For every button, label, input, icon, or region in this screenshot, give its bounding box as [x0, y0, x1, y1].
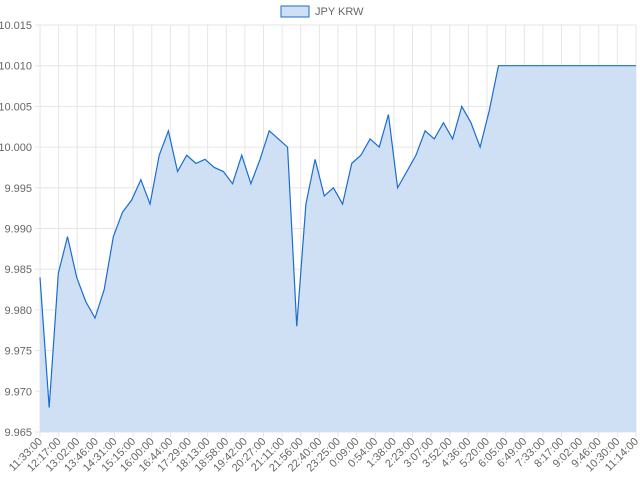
- data-point[interactable]: [203, 157, 207, 161]
- data-point[interactable]: [506, 64, 510, 68]
- data-point[interactable]: [487, 108, 491, 112]
- data-point[interactable]: [176, 170, 180, 174]
- data-point[interactable]: [551, 64, 555, 68]
- data-point[interactable]: [515, 64, 519, 68]
- data-point[interactable]: [597, 64, 601, 68]
- data-point[interactable]: [414, 153, 418, 157]
- data-point[interactable]: [93, 316, 97, 320]
- y-tick-label: 10.005: [0, 101, 32, 113]
- data-point[interactable]: [469, 121, 473, 125]
- y-tick-label: 9.980: [4, 305, 32, 317]
- data-point[interactable]: [47, 406, 51, 410]
- data-point[interactable]: [313, 157, 317, 161]
- y-tick-label: 10.010: [0, 61, 32, 73]
- data-point[interactable]: [561, 64, 565, 68]
- data-point[interactable]: [267, 129, 271, 133]
- data-point[interactable]: [157, 153, 161, 157]
- data-point[interactable]: [221, 170, 225, 174]
- data-point[interactable]: [102, 288, 106, 292]
- data-point[interactable]: [542, 64, 546, 68]
- data-point[interactable]: [56, 271, 60, 275]
- data-point[interactable]: [231, 182, 235, 186]
- data-point[interactable]: [405, 170, 409, 174]
- data-point[interactable]: [570, 64, 574, 68]
- data-point[interactable]: [432, 137, 436, 141]
- legend-swatch: [280, 5, 310, 18]
- data-point[interactable]: [121, 210, 125, 214]
- data-point[interactable]: [304, 202, 308, 206]
- y-axis: 9.965 9.970 9.975 9.980 9.985 9.990 9.995 10.00…: [0, 20, 32, 439]
- x-axis: 11:33:0012:17:0013:02:0013:46:0014:31:00…: [7, 436, 640, 475]
- data-point[interactable]: [478, 145, 482, 149]
- data-point[interactable]: [185, 153, 189, 157]
- data-point[interactable]: [350, 161, 354, 165]
- data-point[interactable]: [240, 153, 244, 157]
- data-point[interactable]: [194, 161, 198, 165]
- data-point[interactable]: [377, 145, 381, 149]
- y-tick-label: 10.000: [0, 142, 32, 154]
- data-point[interactable]: [249, 182, 253, 186]
- data-point[interactable]: [84, 300, 88, 304]
- data-point[interactable]: [322, 194, 326, 198]
- y-tick-label: 9.985: [4, 264, 32, 276]
- data-point[interactable]: [533, 64, 537, 68]
- data-point[interactable]: [616, 64, 620, 68]
- y-tick-label: 9.990: [4, 224, 32, 236]
- data-point[interactable]: [359, 153, 363, 157]
- data-point[interactable]: [276, 137, 280, 141]
- data-point[interactable]: [139, 178, 143, 182]
- data-point[interactable]: [634, 64, 638, 68]
- data-point[interactable]: [368, 137, 372, 141]
- data-point[interactable]: [111, 235, 115, 239]
- data-point[interactable]: [625, 64, 629, 68]
- data-point[interactable]: [331, 186, 335, 190]
- y-tick-label: 9.995: [4, 183, 32, 195]
- area-layer: [38, 64, 638, 432]
- data-point[interactable]: [66, 235, 70, 239]
- data-point[interactable]: [524, 64, 528, 68]
- y-tick-label: 9.970: [4, 386, 32, 398]
- data-point[interactable]: [496, 64, 500, 68]
- data-point[interactable]: [441, 121, 445, 125]
- data-point[interactable]: [130, 198, 134, 202]
- data-point[interactable]: [75, 275, 79, 279]
- data-point[interactable]: [606, 64, 610, 68]
- data-point[interactable]: [588, 64, 592, 68]
- y-tick-label: 9.975: [4, 346, 32, 358]
- data-point[interactable]: [286, 145, 290, 149]
- data-point[interactable]: [423, 129, 427, 133]
- series-line: [39, 65, 636, 408]
- data-point[interactable]: [341, 202, 345, 206]
- data-point[interactable]: [579, 64, 583, 68]
- data-point[interactable]: [212, 165, 216, 169]
- data-point[interactable]: [396, 186, 400, 190]
- y-tick-label: 10.015: [0, 20, 32, 32]
- legend-label: JPY KRW: [315, 6, 364, 18]
- legend[interactable]: JPY KRW: [280, 5, 364, 18]
- data-point[interactable]: [386, 113, 390, 117]
- data-point[interactable]: [295, 324, 299, 328]
- data-point[interactable]: [258, 157, 262, 161]
- data-point[interactable]: [38, 275, 42, 279]
- data-point[interactable]: [148, 202, 152, 206]
- data-point[interactable]: [166, 129, 170, 133]
- data-point[interactable]: [460, 104, 464, 108]
- y-tick-label: 9.965: [4, 427, 32, 439]
- data-point[interactable]: [451, 137, 455, 141]
